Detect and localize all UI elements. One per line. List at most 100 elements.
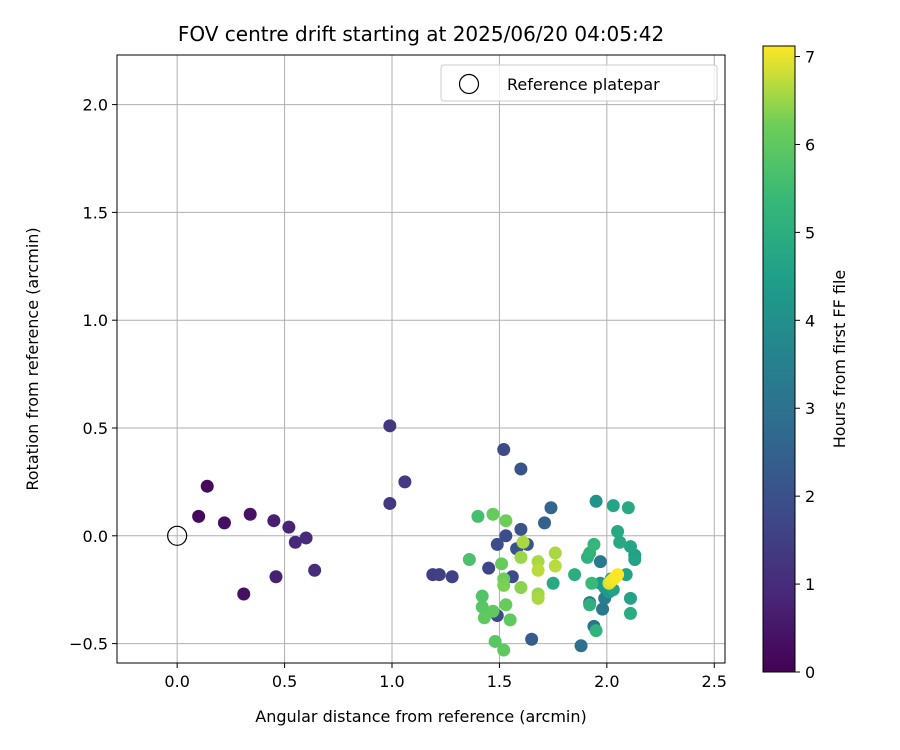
scatter-point (589, 494, 603, 508)
colorbar-tick-label: 1 (805, 575, 815, 594)
legend-label: Reference platepar (507, 75, 660, 94)
legend-box (440, 64, 718, 102)
scatter-point (587, 537, 601, 551)
scatter-point (486, 604, 500, 618)
scatter-point (525, 632, 539, 646)
data-points (192, 419, 642, 657)
colorbar-tick-label: 7 (805, 48, 815, 67)
scatter-point (574, 639, 588, 653)
scatter-point (568, 568, 582, 582)
scatter-point (583, 598, 597, 612)
scatter-point (267, 514, 281, 528)
colorbar-tick-label: 5 (805, 223, 815, 242)
y-tick-label: 0.0 (83, 527, 108, 546)
colorbar-tick-label: 3 (805, 399, 815, 418)
scatter-point (531, 563, 545, 577)
colorbar-tick-label: 4 (805, 311, 815, 330)
scatter-point (623, 606, 637, 620)
grid-lines (117, 55, 725, 663)
scatter-point (546, 576, 560, 590)
colorbar-tick-label: 0 (805, 663, 815, 682)
y-tick-label: 1.5 (83, 203, 108, 222)
scatter-point (514, 462, 528, 476)
scatter-point (299, 531, 313, 545)
colorbar-tick-label: 2 (805, 487, 815, 506)
x-tick-label: 2.5 (702, 672, 727, 691)
scatter-point (462, 553, 476, 567)
legend: Reference platepar (440, 64, 718, 102)
scatter-point (514, 581, 528, 595)
colorbar-gradient (762, 45, 796, 673)
scatter-point (499, 598, 513, 612)
scatter-point (499, 529, 513, 543)
scatter-point (495, 557, 509, 571)
colorbar-label: Hours from first FF file (830, 270, 849, 449)
scatter-point (243, 507, 257, 521)
scatter-point (611, 568, 625, 582)
x-axis-ticks: 0.0 0.5 1.0 1.5 2.0 2.5 (164, 663, 727, 691)
scatter-point (497, 643, 511, 657)
scatter-point (503, 613, 517, 627)
scatter-point (475, 600, 489, 614)
chart-title: FOV centre drift starting at 2025/06/20 … (178, 22, 664, 46)
x-tick-label: 1.5 (487, 672, 512, 691)
scatter-point (488, 634, 502, 648)
plot-frame (116, 54, 726, 664)
x-tick-label: 1.0 (379, 672, 404, 691)
scatter-point (383, 496, 397, 510)
scatter-point (482, 561, 496, 575)
legend-marker-icon (458, 73, 480, 95)
scatter-point (623, 540, 637, 554)
scatter-point (383, 419, 397, 433)
scatter-point (192, 509, 206, 523)
scatter-point (548, 546, 562, 560)
scatter-point (475, 589, 489, 603)
scatter-point (531, 591, 545, 605)
scatter-point (611, 524, 625, 538)
y-axis-label: Rotation from reference (arcmin) (23, 227, 42, 490)
y-tick-label: 1.0 (83, 311, 108, 330)
scatter-point (398, 475, 412, 489)
scatter-point (237, 587, 251, 601)
scatter-point (288, 535, 302, 549)
x-axis-label: Angular distance from reference (arcmin) (255, 707, 586, 726)
scatter-point (471, 509, 485, 523)
scatter-point (486, 507, 500, 521)
scatter-point (269, 570, 283, 584)
x-tick-label: 0.0 (164, 672, 189, 691)
y-tick-label: 0.5 (83, 419, 108, 438)
scatter-point (606, 499, 620, 513)
colorbar-tick-label: 6 (805, 135, 815, 154)
scatter-point (445, 570, 459, 584)
scatter-point (548, 559, 562, 573)
scatter-point (499, 514, 513, 528)
scatter-point (490, 537, 504, 551)
y-tick-label: −0.5 (69, 635, 108, 654)
scatter-point (514, 550, 528, 564)
scatter-point (628, 553, 642, 567)
x-tick-label: 0.5 (272, 672, 297, 691)
scatter-point (217, 516, 231, 530)
scatter-point (497, 578, 511, 592)
scatter-point (200, 479, 214, 493)
scatter-point (593, 555, 607, 569)
colorbar: 0 1 2 3 4 5 6 7 Hours from first FF file (762, 45, 849, 682)
colorbar-ticks: 0 1 2 3 4 5 6 7 (795, 48, 815, 682)
scatter-point (589, 624, 603, 638)
scatter-point (308, 563, 322, 577)
scatter-point (621, 501, 635, 515)
scatter-point (497, 443, 511, 457)
scatter-point (623, 591, 637, 605)
scatter-point (585, 576, 599, 590)
scatter-point (516, 535, 530, 549)
scatter-point (613, 535, 627, 549)
scatter-point (538, 516, 552, 530)
reference-platepar-marker (167, 525, 188, 546)
scatter-point (432, 568, 446, 582)
y-axis-ticks: −0.5 0.0 0.5 1.0 1.5 2.0 (69, 96, 117, 654)
reference-marker-group (167, 525, 188, 546)
x-tick-label: 2.0 (594, 672, 619, 691)
scatter-point (596, 602, 610, 616)
y-tick-label: 2.0 (83, 96, 108, 115)
